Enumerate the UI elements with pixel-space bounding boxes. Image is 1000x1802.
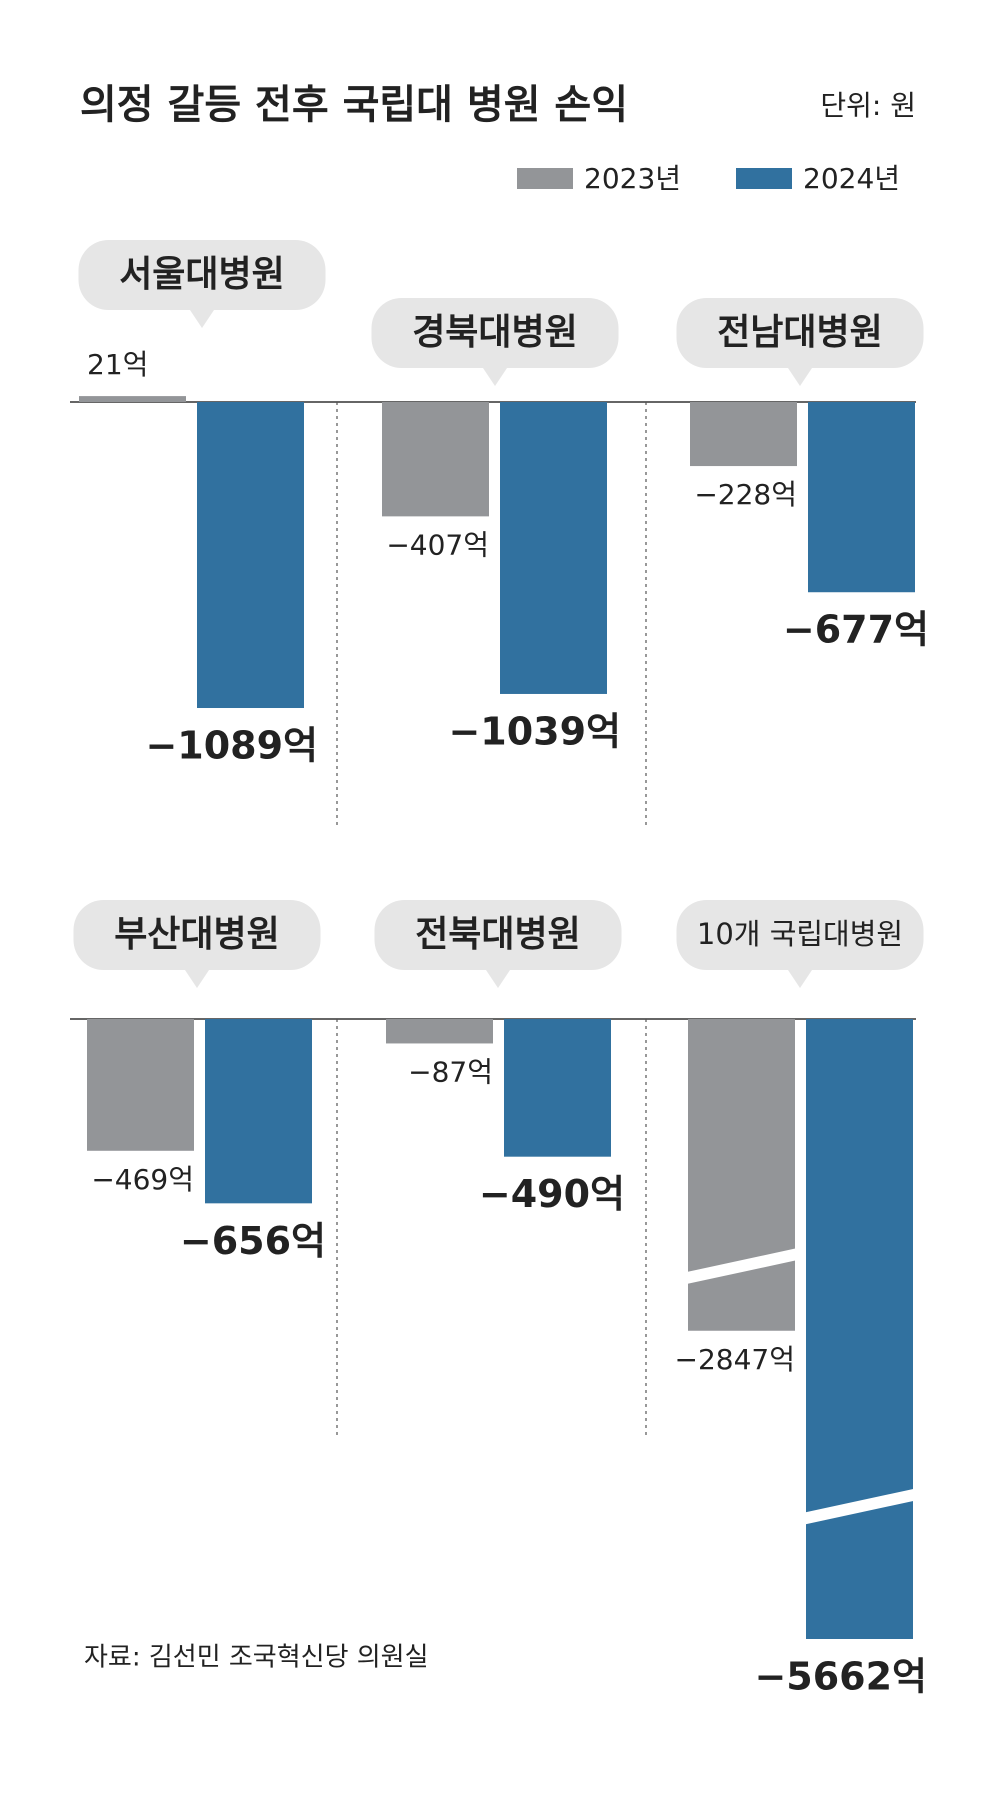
value-label: −2847억 — [675, 1343, 795, 1376]
legend-label: 2023년 — [584, 162, 681, 195]
value-label: −656억 — [180, 1219, 326, 1263]
panel-label: 전북대병원 — [415, 914, 581, 955]
value-label: −1039억 — [448, 709, 621, 753]
label-bubble — [676, 900, 924, 970]
label-bubble — [371, 298, 619, 368]
bubble-pointer — [185, 970, 209, 988]
value-label: 21억 — [87, 348, 148, 381]
source-note: 자료: 김선민 조국혁신당 의원실 — [84, 1643, 429, 1673]
bar — [808, 402, 915, 593]
unit-note: 단위: 원 — [820, 89, 916, 122]
value-label: −87억 — [408, 1055, 493, 1088]
bar — [79, 396, 186, 402]
bar — [386, 1019, 493, 1044]
value-label: −490억 — [479, 1172, 625, 1216]
bubble-pointer — [788, 970, 812, 988]
bar — [500, 402, 607, 694]
bar — [197, 402, 304, 709]
value-label: −228억 — [694, 478, 797, 511]
bar — [205, 1019, 312, 1204]
value-label: −407억 — [386, 528, 489, 561]
panel-label: 부산대병원 — [114, 914, 280, 955]
legend-swatch — [517, 168, 573, 189]
value-label: −1089억 — [145, 724, 318, 768]
label-bubble — [676, 298, 924, 368]
label-bubble — [78, 240, 326, 310]
bubble-pointer — [190, 310, 214, 328]
bar — [504, 1019, 611, 1157]
bar — [690, 402, 797, 467]
bar — [806, 1019, 913, 1639]
label-bubble — [374, 900, 622, 970]
value-label: −677억 — [783, 608, 929, 652]
value-label: −5662억 — [754, 1655, 927, 1699]
axis-break — [686, 1248, 797, 1285]
bar — [382, 402, 489, 517]
legend-label: 2024년 — [803, 162, 900, 195]
panel-label: 10개 국립대병원 — [697, 917, 903, 951]
value-label: −469억 — [91, 1163, 194, 1196]
bubble-pointer — [483, 368, 507, 386]
panel-label: 전남대병원 — [717, 312, 883, 353]
axis-break — [804, 1488, 915, 1525]
legend-swatch — [736, 168, 792, 189]
bubble-pointer — [486, 970, 510, 988]
bar — [87, 1019, 194, 1151]
bubble-pointer — [788, 368, 812, 386]
label-bubble — [73, 900, 321, 970]
chart-title: 의정 갈등 전후 국립대 병원 손익 — [80, 82, 628, 128]
panel-label: 경북대병원 — [412, 312, 578, 353]
bar — [688, 1019, 795, 1331]
panel-label: 서울대병원 — [119, 254, 285, 295]
